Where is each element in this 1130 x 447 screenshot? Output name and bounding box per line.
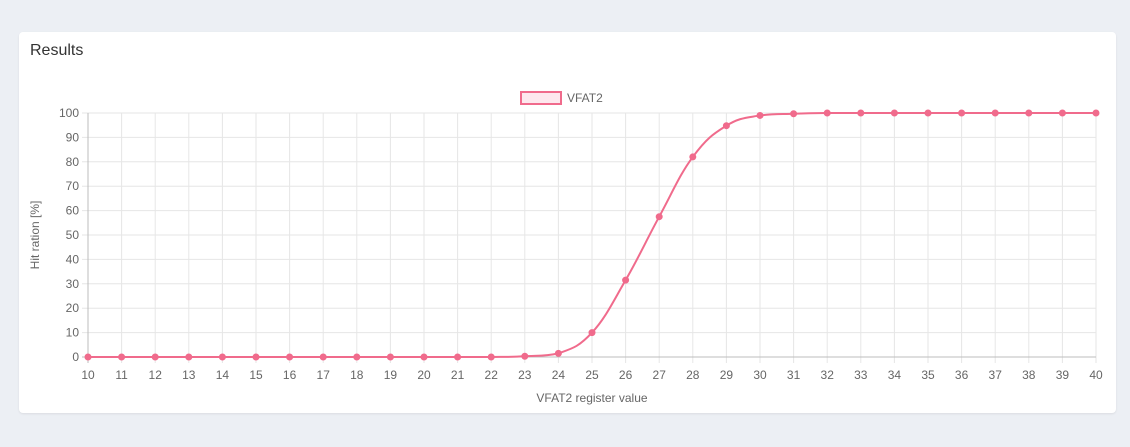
data-point[interactable] xyxy=(252,353,260,361)
x-tick-label: 19 xyxy=(384,368,398,382)
results-card: Results 0 10 20 30 40 50 60 70 80 90 100 10 11 12 13 14… xyxy=(19,32,1116,413)
data-point[interactable] xyxy=(151,353,159,361)
x-tick-label: 32 xyxy=(821,368,835,382)
data-point[interactable] xyxy=(487,353,495,361)
data-point[interactable] xyxy=(353,353,361,361)
x-tick-label: 17 xyxy=(317,368,331,382)
data-point[interactable] xyxy=(958,109,966,117)
x-axis-label: VFAT2 register value xyxy=(536,391,647,405)
x-tick-label: 30 xyxy=(753,368,767,382)
y-tick-label: 40 xyxy=(66,252,80,266)
data-point[interactable] xyxy=(420,353,428,361)
y-tick-label: 0 xyxy=(72,350,79,364)
data-point[interactable] xyxy=(1025,109,1033,117)
data-point[interactable] xyxy=(890,109,898,117)
x-tick-label: 23 xyxy=(518,368,532,382)
data-point[interactable] xyxy=(689,153,697,161)
data-point[interactable] xyxy=(521,352,529,360)
data-point[interactable] xyxy=(286,353,294,361)
x-tick-label: 27 xyxy=(653,368,667,382)
x-tick-label: 40 xyxy=(1089,368,1103,382)
data-point[interactable] xyxy=(722,122,730,130)
data-point[interactable] xyxy=(823,109,831,117)
x-tick-label: 35 xyxy=(921,368,935,382)
x-tick-label: 29 xyxy=(720,368,734,382)
y-tick-label: 20 xyxy=(66,301,80,315)
y-tick-label: 80 xyxy=(66,155,80,169)
card-title: Results xyxy=(30,42,84,59)
chart-legend[interactable]: VFAT2 xyxy=(520,91,603,105)
data-point[interactable] xyxy=(588,329,596,337)
x-tick-label: 24 xyxy=(552,368,566,382)
data-point[interactable] xyxy=(924,109,932,117)
x-tick-label: 37 xyxy=(989,368,1003,382)
x-tick-label: 26 xyxy=(619,368,633,382)
data-point[interactable] xyxy=(857,109,865,117)
x-tick-label: 39 xyxy=(1056,368,1070,382)
data-point[interactable] xyxy=(386,353,394,361)
data-point[interactable] xyxy=(622,276,630,284)
x-tick-label: 36 xyxy=(955,368,969,382)
data-point[interactable] xyxy=(319,353,327,361)
x-tick-label: 14 xyxy=(216,368,230,382)
x-tick-label: 10 xyxy=(81,368,95,382)
data-point[interactable] xyxy=(454,353,462,361)
data-point[interactable] xyxy=(185,353,193,361)
x-tick-label: 13 xyxy=(182,368,196,382)
y-tick-label: 70 xyxy=(66,179,80,193)
data-point[interactable] xyxy=(84,353,92,361)
data-point[interactable] xyxy=(790,110,798,118)
y-tick-label: 30 xyxy=(66,277,80,291)
data-point[interactable] xyxy=(1058,109,1066,117)
x-tick-label: 16 xyxy=(283,368,297,382)
x-tick-label: 18 xyxy=(350,368,364,382)
y-tick-label: 50 xyxy=(66,228,80,242)
x-tick-label: 33 xyxy=(854,368,868,382)
y-tick-label: 100 xyxy=(59,106,79,120)
x-tick-label: 15 xyxy=(249,368,263,382)
data-point[interactable] xyxy=(118,353,126,361)
x-tick-label: 25 xyxy=(585,368,599,382)
x-tick-label: 21 xyxy=(451,368,465,382)
x-tick-label: 31 xyxy=(787,368,801,382)
legend-label[interactable]: VFAT2 xyxy=(567,91,603,105)
chart-grid xyxy=(82,112,1097,363)
x-tick-label: 34 xyxy=(888,368,902,382)
data-point[interactable] xyxy=(554,349,562,357)
data-point[interactable] xyxy=(991,109,999,117)
data-point[interactable] xyxy=(218,353,226,361)
x-tick-label: 38 xyxy=(1022,368,1036,382)
x-tick-label: 20 xyxy=(417,368,431,382)
data-point[interactable] xyxy=(655,213,663,221)
x-tick-label: 12 xyxy=(149,368,163,382)
y-axis-label: Hit ration [%] xyxy=(28,201,42,270)
x-tick-label: 28 xyxy=(686,368,700,382)
x-tick-label: 11 xyxy=(115,368,128,382)
y-tick-label: 60 xyxy=(66,204,80,218)
data-point[interactable] xyxy=(1092,109,1100,117)
data-point[interactable] xyxy=(756,111,764,119)
chart-series xyxy=(84,109,1100,361)
x-tick-label: 22 xyxy=(485,368,499,382)
y-tick-label: 10 xyxy=(66,326,80,340)
y-tick-label: 90 xyxy=(66,130,80,144)
legend-swatch[interactable] xyxy=(520,91,562,105)
